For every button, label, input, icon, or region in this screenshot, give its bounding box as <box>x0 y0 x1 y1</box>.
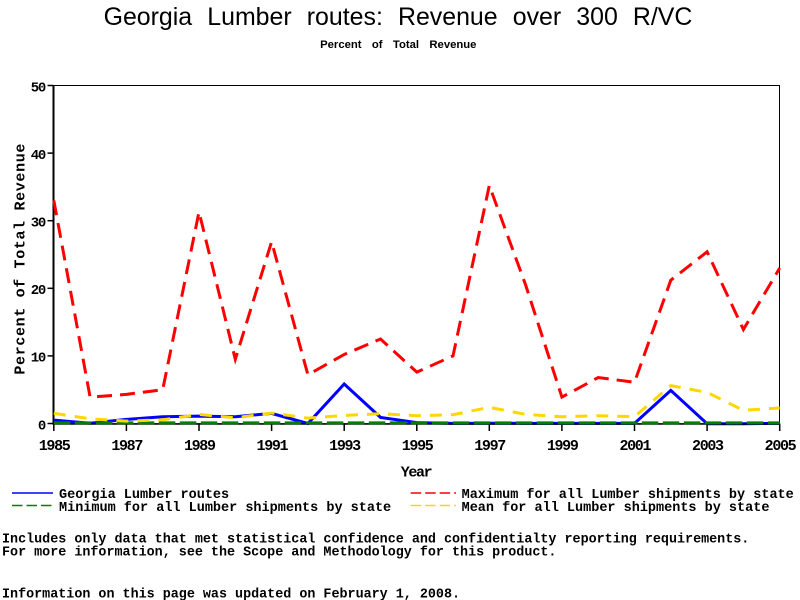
svg-text:50: 50 <box>31 80 46 96</box>
svg-text:20: 20 <box>31 283 46 299</box>
svg-text:2005: 2005 <box>765 438 797 455</box>
svg-text:1991: 1991 <box>257 438 289 455</box>
svg-text:0: 0 <box>38 418 46 434</box>
svg-text:1987: 1987 <box>111 438 142 455</box>
svg-text:2003: 2003 <box>692 438 724 455</box>
svg-text:1999: 1999 <box>547 438 579 455</box>
svg-text:Information on this page was u: Information on this page was updated on … <box>2 588 460 600</box>
svg-text:10: 10 <box>31 351 46 367</box>
svg-text:Percent of Total Revenue: Percent of Total Revenue <box>320 39 476 51</box>
svg-text:Includes only data that met st: Includes only data that met statistical … <box>2 532 749 547</box>
svg-text:For more information, see the: For more information, see the Scope and … <box>2 545 556 560</box>
svg-text:Mean for all Lumber shipments: Mean for all Lumber shipments by state <box>462 501 770 516</box>
svg-text:1993: 1993 <box>329 438 361 455</box>
svg-text:1995: 1995 <box>402 438 434 455</box>
svg-text:Georgia Lumber routes: Revenue: Georgia Lumber routes: Revenue over 300 … <box>104 3 693 31</box>
svg-text:Minimum for all Lumber shipmen: Minimum for all Lumber shipments by stat… <box>59 501 391 516</box>
svg-text:Maximum for all Lumber shipmen: Maximum for all Lumber shipments by stat… <box>462 488 794 503</box>
svg-text:1997: 1997 <box>474 438 505 455</box>
svg-text:Georgia Lumber routes: Georgia Lumber routes <box>59 488 229 503</box>
svg-text:Percent of Total Revenue: Percent of Total Revenue <box>13 143 30 375</box>
svg-text:Year: Year <box>401 464 432 481</box>
svg-text:30: 30 <box>31 216 46 232</box>
svg-text:40: 40 <box>31 148 46 164</box>
svg-text:1989: 1989 <box>184 438 216 455</box>
svg-text:1985: 1985 <box>39 438 71 455</box>
svg-text:2001: 2001 <box>619 438 651 455</box>
